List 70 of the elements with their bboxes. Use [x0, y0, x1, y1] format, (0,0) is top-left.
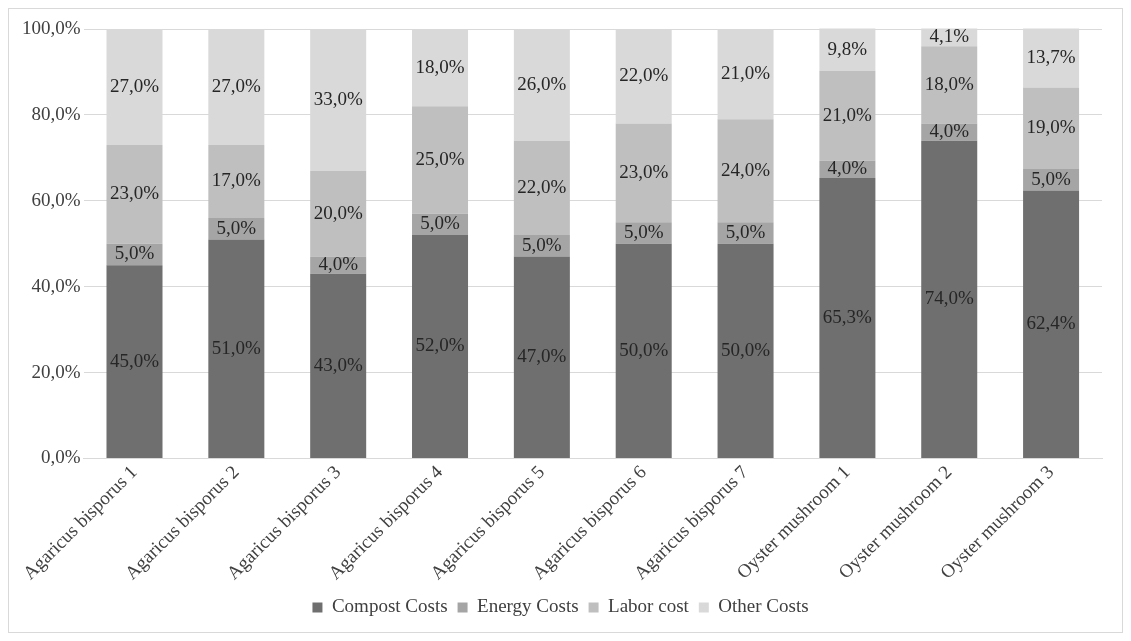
bar — [921, 140, 978, 458]
data-label: 65,3% — [822, 305, 873, 327]
y-tick-label: 20,0% — [31, 360, 81, 382]
legend-label: Labor cost — [608, 595, 690, 617]
data-label: 26,0% — [517, 72, 567, 94]
legend-label: Other Costs — [718, 595, 809, 617]
data-label: 18,0% — [924, 72, 974, 94]
bar — [513, 256, 570, 458]
data-label: 50,0% — [619, 338, 669, 360]
data-label: 62,4% — [1026, 312, 1076, 334]
data-label: 22,0% — [619, 64, 669, 86]
bar — [615, 123, 672, 223]
data-label: 5,0% — [522, 233, 562, 255]
bar — [717, 119, 774, 223]
data-label: 13,7% — [1026, 45, 1076, 67]
data-label: 21,0% — [822, 103, 873, 125]
data-label: 18,0% — [415, 55, 465, 77]
data-label: 52,0% — [415, 334, 465, 356]
y-tick-label: 40,0% — [31, 274, 81, 296]
data-label: 17,0% — [211, 169, 262, 191]
data-label: 24,0% — [721, 158, 771, 180]
data-label: 23,0% — [619, 160, 669, 182]
data-label: 19,0% — [1026, 116, 1076, 138]
data-label: 43,0% — [313, 353, 363, 375]
data-label: 5,0% — [1031, 167, 1072, 189]
bar — [310, 273, 367, 458]
bar — [412, 106, 469, 214]
y-tick-label: 0,0% — [41, 446, 81, 468]
data-label: 27,0% — [211, 74, 262, 96]
bar — [819, 178, 876, 458]
y-tick-label: 100,0% — [22, 16, 81, 38]
data-label: 33,0% — [313, 87, 363, 109]
bar — [412, 235, 469, 458]
data-label: 27,0% — [109, 74, 160, 96]
data-label: 74,0% — [924, 287, 974, 309]
data-label: 4,0% — [929, 120, 970, 142]
bar — [208, 239, 265, 458]
data-label: 45,0% — [109, 349, 160, 371]
data-label: 23,0% — [109, 182, 160, 204]
data-label: 4,0% — [318, 253, 359, 275]
data-label: 5,0% — [216, 216, 257, 238]
bar — [921, 46, 978, 124]
data-label: 21,0% — [721, 62, 771, 84]
bar — [615, 243, 672, 458]
data-label: 50,0% — [721, 338, 771, 360]
data-label: 20,0% — [313, 201, 363, 223]
y-tick-label: 80,0% — [31, 102, 81, 124]
bar — [208, 144, 265, 218]
data-label: 25,0% — [415, 147, 465, 169]
bar — [106, 265, 163, 458]
y-tick-label: 60,0% — [31, 188, 81, 210]
bar — [819, 70, 876, 161]
bar — [1023, 87, 1080, 169]
bar — [1023, 190, 1080, 458]
bar — [106, 144, 163, 244]
data-label: 5,0% — [420, 212, 460, 234]
data-label: 51,0% — [211, 336, 262, 358]
data-label: 22,0% — [517, 175, 567, 197]
data-label: 5,0% — [623, 220, 664, 242]
bar — [513, 140, 570, 236]
data-label: 5,0% — [725, 220, 766, 242]
data-label: 5,0% — [114, 242, 155, 264]
data-label: 4,0% — [827, 157, 868, 179]
legend-label: Compost Costs — [331, 595, 448, 617]
legend-label: Energy Costs — [477, 595, 579, 617]
data-label: 4,1% — [929, 25, 970, 47]
data-label: 9,8% — [827, 37, 868, 59]
bar — [717, 243, 774, 458]
data-label: 47,0% — [517, 345, 567, 367]
bar — [310, 170, 367, 257]
